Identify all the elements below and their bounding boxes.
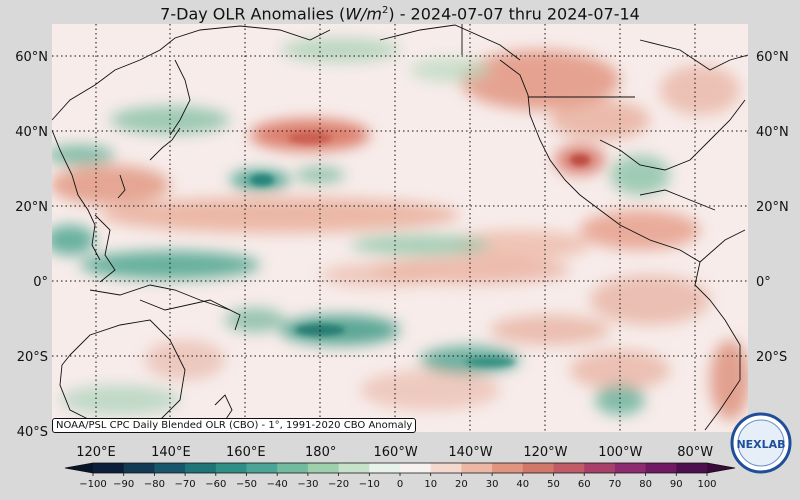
longitude-label: 180°	[305, 445, 336, 460]
colorbar-swatch	[492, 463, 524, 473]
colorbar-swatch	[277, 463, 309, 473]
colorbar-tick-label: 70	[609, 479, 622, 490]
longitude-label: 160°W	[374, 445, 418, 460]
colorbar-swatch	[93, 463, 125, 473]
latitude-label: 60°N	[15, 50, 48, 65]
colorbar-swatch	[246, 463, 278, 473]
colorbar-swatch	[123, 463, 155, 473]
colorbar-swatch	[676, 463, 708, 473]
latitude-label: 20°N	[756, 200, 789, 215]
colorbar-tick-label: 90	[670, 479, 683, 490]
colorbar-swatch	[154, 463, 186, 473]
colorbar-swatch	[307, 463, 340, 473]
latitude-label: 40°S	[17, 425, 48, 440]
latitude-label: 20°N	[15, 200, 48, 215]
colorbar-tick-label: 80	[639, 479, 652, 490]
colorbar-swatch	[461, 463, 493, 473]
latitude-label: 40°N	[15, 125, 48, 140]
colorbar-tick-label: 10	[424, 479, 437, 490]
colorbar-swatch	[645, 463, 677, 473]
latitude-labels-right: 60°N40°N20°N0°20°S40°S	[756, 50, 789, 440]
colorbar-tick-label: −50	[236, 479, 257, 490]
colorbar-tick-label: 20	[455, 479, 468, 490]
colorbar-swatch	[369, 463, 401, 473]
colorbar-tick-label: −30	[297, 479, 318, 490]
colorbar-tick-label: 40	[516, 479, 529, 490]
colorbar-tick-label: 0	[397, 479, 403, 490]
colorbar-swatch	[584, 463, 616, 473]
longitude-label: 120°W	[523, 445, 567, 460]
latitude-label: 60°N	[756, 50, 789, 65]
colorbar-swatch	[522, 463, 554, 473]
colorbar-max-extend	[707, 463, 735, 473]
colorbar-tick-label: −80	[144, 479, 165, 490]
colorbar-tick-label: −70	[175, 479, 196, 490]
colorbar-swatch	[430, 463, 462, 473]
colorbar-tick-label: −40	[267, 479, 288, 490]
longitude-label: 120°E	[76, 445, 116, 460]
colorbar-swatch	[400, 463, 432, 473]
colorbar-min-extend	[65, 463, 93, 473]
colorbar-tick-label: 30	[486, 479, 499, 490]
latitude-label: 40°N	[756, 125, 789, 140]
colorbar: −100 −90 −80 −70 −60 −50 −40 −30 −20 −10 0 10 20 30 40…	[64, 462, 736, 490]
colorbar-tick-label: −10	[359, 479, 380, 490]
nexlab-logo: NEXLAB	[730, 412, 792, 474]
map-title: 7-Day OLR Anomalies (W/m2) - 2024-07-07 …	[160, 4, 640, 24]
longitude-label: 100°W	[598, 445, 642, 460]
colorbar-swatch	[215, 463, 247, 473]
colorbar-tick-label: −100	[79, 479, 106, 490]
data-source-note: NOAA/PSL CPC Daily Blended OLR (CBO) - 1…	[52, 418, 417, 433]
anomaly-field	[52, 24, 748, 432]
colorbar-tick-label: 60	[578, 479, 591, 490]
latitude-labels-left: 60°N 40°N 20°N 0° 20°S 40°S	[15, 50, 48, 440]
latitude-label: 0°	[33, 275, 48, 290]
latitude-label: 20°S	[17, 350, 48, 365]
longitude-labels: 120°E 140°E 160°E 180° 160°W 140°W 120°W 100°W 8…	[76, 445, 713, 460]
latitude-label: 0°	[756, 275, 771, 290]
colorbar-swatch	[185, 463, 217, 473]
graticule	[52, 24, 748, 432]
longitude-label: 80°W	[677, 445, 713, 460]
colorbar-tick-label: −20	[328, 479, 349, 490]
colorbar-tick-label: −60	[205, 479, 226, 490]
longitude-label: 140°W	[448, 445, 492, 460]
coastlines	[52, 24, 748, 431]
colorbar-tick-label: 50	[547, 479, 560, 490]
latitude-label: 20°S	[756, 350, 787, 365]
colorbar-swatch	[553, 463, 585, 473]
colorbar-tick-label: 100	[697, 479, 716, 490]
longitude-label: 160°E	[226, 445, 266, 460]
colorbar-tick-label: −90	[113, 479, 134, 490]
colorbar-swatch	[614, 463, 647, 473]
longitude-label: 140°E	[151, 445, 191, 460]
svg-text:NEXLAB: NEXLAB	[736, 438, 785, 451]
colorbar-swatch	[338, 463, 370, 473]
